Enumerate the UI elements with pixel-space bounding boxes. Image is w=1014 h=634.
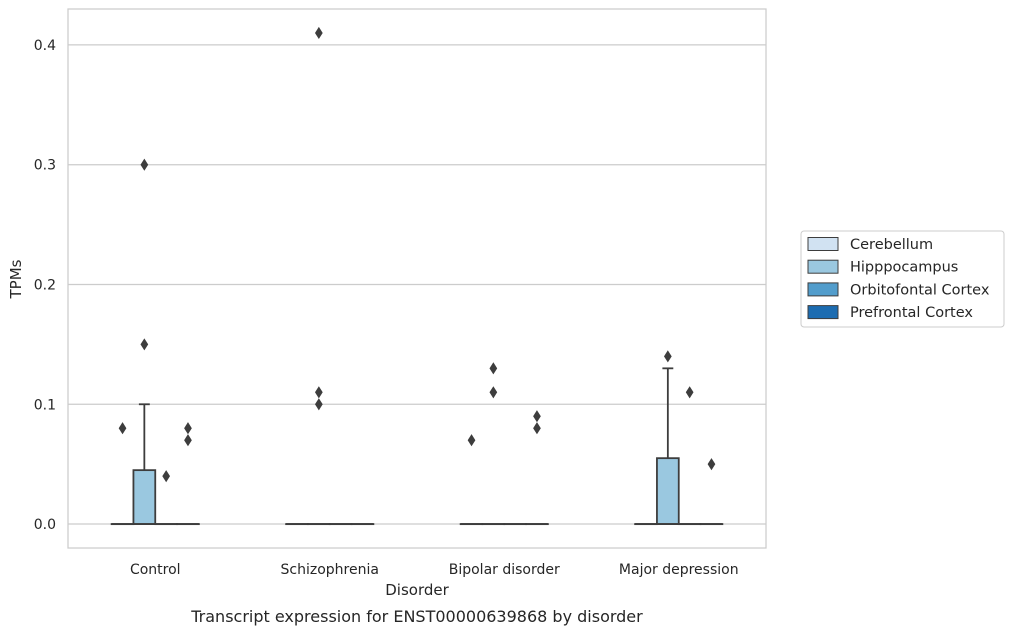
- y-tick-label: 0.2: [34, 277, 56, 293]
- legend-swatch: [807, 282, 839, 297]
- box-hipppocampus-0: [132, 158, 157, 525]
- box-hipppocampus-2: [481, 362, 506, 526]
- outlier-point: [162, 470, 171, 483]
- outlier-point: [314, 398, 323, 411]
- outlier-point: [314, 386, 323, 399]
- x-tick-label: Bipolar disorder: [449, 562, 560, 578]
- legend-swatch: [807, 305, 839, 320]
- grid-lines: [68, 44, 766, 525]
- box-prefrontal-cortex-2: [525, 410, 549, 526]
- outlier-point: [467, 434, 476, 447]
- outlier-point: [140, 158, 149, 171]
- box-prefrontal-cortex-0: [176, 422, 200, 526]
- y-tick-label: 0.3: [34, 158, 56, 174]
- x-tick-label: Schizophrenia: [281, 562, 379, 578]
- box-orbitofontal-cortex-3: [677, 386, 702, 526]
- y-tick-label: 0.1: [34, 397, 56, 413]
- outlier-point: [533, 410, 541, 423]
- y-tick-labels: 0.0 0.1 0.2 0.3 0.4: [34, 38, 56, 533]
- outlier-point: [184, 434, 192, 447]
- outlier-point: [140, 338, 149, 351]
- legend-label: Hipppocampus: [850, 260, 958, 276]
- x-tick-labels: Control Schizophrenia Bipolar disorder Majo…: [130, 562, 739, 578]
- x-axis-label: Disorder: [385, 581, 449, 599]
- box-series: [110, 26, 724, 526]
- outlier-point: [184, 422, 192, 435]
- outlier-point: [707, 458, 716, 471]
- outlier-point: [685, 386, 694, 399]
- outlier-point: [489, 386, 498, 399]
- legend-label: Orbitofontal Cortex: [850, 282, 990, 298]
- box-body: [132, 469, 157, 525]
- legend-frame: [800, 230, 1005, 328]
- legend-label: Prefrontal Cortex: [850, 305, 973, 321]
- legend-swatch: [807, 237, 839, 251]
- box-hipppocampus-1: [307, 26, 331, 526]
- y-axis-label: TPMs: [7, 259, 25, 299]
- legend-swatch: [807, 259, 839, 274]
- y-tick-label: 0.4: [34, 38, 56, 54]
- outlier-point: [663, 350, 672, 363]
- box-prefrontal-cortex-3: [699, 458, 724, 526]
- outlier-point: [533, 422, 541, 435]
- outlier-point: [489, 362, 498, 375]
- chart-caption: Transcript expression for ENST0000063986…: [190, 607, 643, 626]
- box-body: [656, 457, 680, 525]
- box-cerebellum-0: [110, 422, 135, 526]
- box-cerebellum-2: [459, 434, 484, 526]
- x-tick-label: Major depression: [619, 562, 739, 578]
- plot-area-frame: [67, 8, 767, 549]
- outlier-point: [314, 26, 323, 40]
- legend-label: Cerebellum: [850, 237, 933, 253]
- legend: Cerebellum Hipppocampus Orbitofontal Corte…: [800, 230, 1005, 328]
- x-tick-label: Control: [130, 562, 181, 578]
- y-tick-label: 0.0: [34, 517, 56, 533]
- outlier-point: [118, 422, 127, 435]
- box-orbitofontal-cortex-0: [154, 470, 178, 526]
- box-hipppocampus-3: [656, 350, 680, 525]
